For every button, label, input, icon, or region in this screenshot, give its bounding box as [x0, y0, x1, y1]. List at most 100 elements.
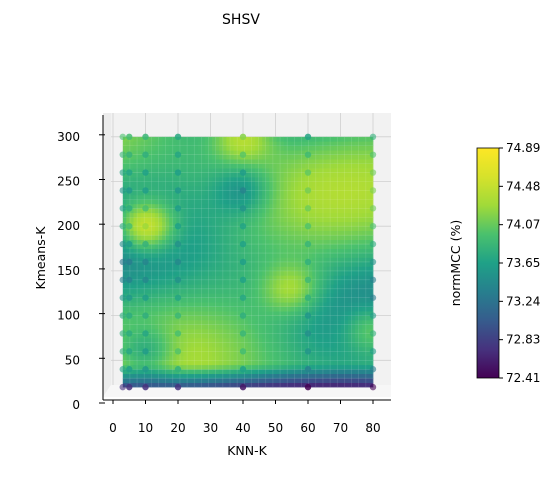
surface-cell — [344, 190, 349, 196]
surface-cell — [137, 208, 141, 214]
surface-cell — [308, 333, 313, 339]
surface-cell — [301, 324, 306, 330]
surface-cell — [154, 342, 159, 348]
surface-cell — [219, 141, 224, 147]
surface-cell — [226, 248, 231, 254]
surface-cell — [197, 208, 202, 214]
surface-cell — [337, 382, 342, 388]
surface-cell — [280, 297, 284, 303]
surface-cell — [169, 293, 174, 299]
surface-cell — [265, 337, 270, 343]
surface-cell — [169, 177, 174, 182]
surface-cell — [337, 320, 342, 325]
surface-cell — [151, 315, 156, 321]
surface-cell — [233, 311, 238, 316]
surface-cell — [140, 302, 145, 308]
surface-cell — [204, 168, 209, 173]
surface-cell — [190, 373, 195, 379]
surface-cell — [151, 346, 156, 352]
surface-cell — [280, 221, 284, 227]
surface-cell — [247, 221, 252, 227]
surface-cell — [265, 257, 270, 263]
surface-cell — [262, 333, 267, 339]
surface-cell — [247, 145, 252, 151]
surface-cell — [251, 257, 256, 263]
surface-cell — [272, 185, 277, 191]
surface-cell — [358, 284, 363, 290]
surface-cell — [165, 288, 170, 294]
surface-cell — [244, 288, 249, 294]
surface-cell — [194, 154, 199, 160]
scatter-point — [239, 223, 247, 230]
y-tick-label: 100 — [57, 309, 80, 323]
surface-cell — [340, 320, 345, 325]
surface-cell — [194, 230, 199, 236]
surface-cell — [301, 315, 306, 321]
surface-cell — [308, 136, 313, 142]
surface-cell — [244, 253, 249, 258]
surface-cell — [326, 364, 331, 370]
surface-cell — [340, 239, 345, 245]
surface-cell — [226, 244, 231, 249]
surface-cell — [158, 329, 163, 334]
surface-cell — [212, 315, 217, 321]
surface-cell — [201, 329, 206, 334]
surface-cell — [151, 333, 156, 339]
surface-cell — [133, 369, 138, 375]
surface-cell — [255, 288, 259, 294]
scatter-point — [119, 240, 126, 248]
surface-cell — [358, 253, 363, 258]
surface-cell — [212, 346, 217, 352]
surface-cell — [333, 288, 338, 294]
surface-cell — [251, 329, 256, 334]
surface-cell — [365, 360, 370, 366]
surface-cell — [230, 145, 234, 151]
surface-cell — [272, 203, 277, 209]
surface-cell — [226, 284, 231, 290]
surface-cell — [151, 329, 156, 334]
surface-cell — [172, 217, 177, 223]
surface-cell — [197, 239, 202, 245]
surface-cell — [208, 244, 213, 249]
surface-cell — [201, 279, 206, 285]
surface-cell — [204, 145, 209, 151]
surface-cell — [283, 190, 288, 196]
surface-cell — [226, 226, 231, 232]
surface-cell — [255, 141, 259, 147]
surface-cell — [212, 190, 217, 196]
surface-cell — [283, 248, 288, 254]
surface-cell — [355, 172, 360, 178]
surface-cell — [137, 172, 141, 178]
surface-cell — [290, 185, 295, 191]
surface-cell — [162, 378, 166, 383]
surface-cell — [208, 212, 213, 218]
surface-cell — [194, 226, 199, 232]
surface-cell — [358, 248, 363, 254]
surface-cell — [194, 302, 199, 308]
surface-cell — [301, 230, 306, 236]
scatter-point — [369, 133, 377, 140]
surface-cell — [204, 208, 209, 214]
surface-cell — [169, 208, 174, 214]
surface-cell — [176, 248, 181, 254]
surface-cell — [147, 194, 152, 200]
surface-cell — [215, 199, 220, 205]
surface-cell — [233, 279, 238, 285]
surface-cell — [319, 324, 324, 330]
surface-cell — [355, 199, 360, 205]
surface-cell — [183, 253, 188, 258]
surface-cell — [219, 355, 224, 361]
surface-cell — [262, 194, 267, 200]
surface-cell — [351, 253, 356, 258]
surface-cell — [287, 185, 292, 191]
surface-cell — [165, 355, 170, 361]
surface-cell — [369, 181, 374, 187]
scatter-point — [174, 276, 182, 284]
surface-cell — [344, 288, 349, 294]
surface-cell — [222, 293, 227, 299]
surface-cell — [233, 177, 238, 182]
surface-cell — [326, 199, 331, 205]
surface-cell — [326, 320, 331, 325]
surface-cell — [176, 302, 181, 308]
